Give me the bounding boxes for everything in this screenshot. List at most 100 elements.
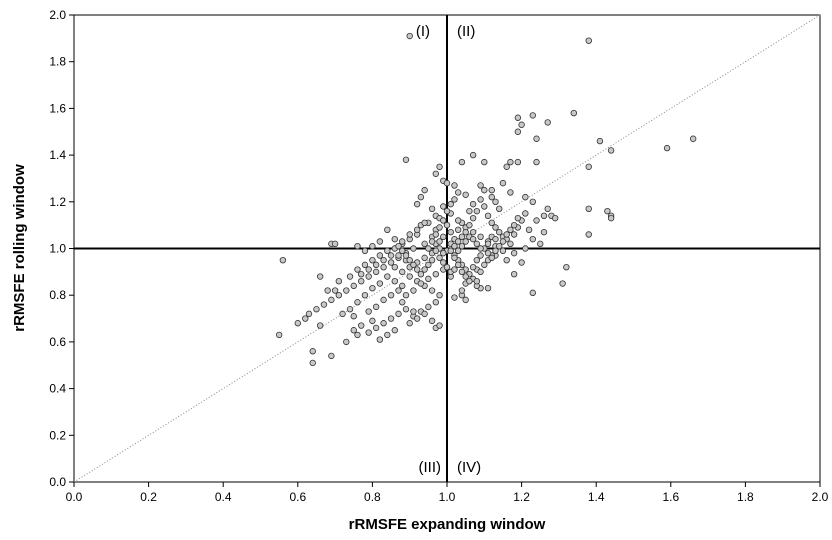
x-axis-ticks: 0.0 0.2 0.4 0.6 0.8 1.0 1.2 1.4 1.6 1.8 2.0: [66, 482, 829, 504]
data-point: [432, 170, 440, 177]
y-axis-ticks: 0.0 0.2 0.4 0.6 0.8 1.0 1.2 1.4 1.6 1.8 2.0: [49, 8, 74, 489]
y-tick-label: 1.6: [49, 101, 66, 115]
data-point: [358, 270, 365, 278]
data-point: [510, 221, 518, 229]
data-point: [514, 214, 522, 222]
data-point: [454, 217, 462, 224]
data-point: [399, 247, 406, 255]
data-point: [454, 226, 462, 234]
data-point: [369, 317, 376, 325]
data-point: [440, 249, 447, 257]
data-point: [384, 331, 391, 339]
data-point: [499, 238, 507, 245]
data-point: [331, 240, 339, 248]
data-point: [518, 259, 525, 266]
x-tick-label: 0.0: [66, 490, 83, 504]
data-point: [585, 205, 592, 213]
data-point: [365, 329, 372, 336]
data-point: [346, 306, 354, 313]
data-point: [346, 273, 354, 280]
data-point: [391, 263, 398, 271]
data-point: [462, 191, 469, 198]
data-point: [380, 256, 387, 264]
data-point: [436, 224, 443, 231]
data-point: [376, 252, 384, 259]
data-point: [473, 207, 481, 215]
data-point: [421, 219, 428, 227]
data-point: [428, 238, 436, 245]
y-tick-label: 1.4: [49, 148, 66, 162]
data-point: [309, 348, 316, 355]
data-point: [376, 238, 384, 245]
data-point: [451, 294, 458, 301]
data-point: [529, 289, 536, 297]
data-point: [604, 207, 611, 215]
data-point: [477, 182, 484, 189]
data-point: [510, 231, 518, 238]
data-point: [391, 327, 398, 334]
data-point: [533, 135, 540, 142]
data-point: [376, 336, 384, 343]
data-point: [294, 320, 301, 327]
data-point: [537, 240, 544, 248]
data-point: [451, 182, 458, 189]
data-point: [462, 296, 469, 304]
data-point: [440, 259, 447, 266]
data-point: [399, 238, 406, 245]
data-point: [484, 249, 492, 257]
data-point: [406, 231, 413, 238]
data-point: [492, 198, 499, 205]
quadrant-label-iii: (III): [419, 459, 442, 476]
data-point: [387, 315, 395, 322]
data-point: [544, 119, 551, 126]
y-tick-label: 0.6: [49, 335, 66, 349]
data-point: [425, 303, 432, 311]
x-tick-label: 1.2: [513, 490, 530, 504]
data-point: [391, 277, 398, 285]
data-point: [421, 186, 428, 194]
x-tick-label: 0.8: [364, 490, 381, 504]
y-tick-label: 1.8: [49, 55, 66, 69]
data-point: [469, 263, 477, 271]
data-point: [275, 331, 283, 339]
data-point: [507, 158, 514, 166]
data-point: [324, 287, 331, 294]
data-point: [492, 247, 499, 255]
data-point: [428, 205, 436, 213]
data-point: [522, 210, 529, 217]
data-point: [440, 217, 447, 224]
quadrant-label-iv: (IV): [457, 459, 481, 476]
data-point: [354, 299, 361, 306]
data-point: [421, 240, 428, 248]
data-point: [663, 144, 671, 152]
data-point: [507, 226, 514, 234]
data-point: [458, 158, 466, 166]
data-point: [316, 322, 324, 329]
data-point: [350, 327, 357, 334]
data-point: [369, 256, 376, 264]
data-point: [361, 292, 369, 299]
data-point: [451, 254, 458, 262]
data-point: [302, 315, 309, 322]
data-point: [503, 256, 510, 264]
data-point: [372, 268, 380, 276]
data-point: [331, 287, 339, 294]
data-point: [488, 254, 495, 262]
data-point: [462, 228, 469, 236]
data-point: [358, 322, 365, 329]
data-point: [496, 242, 503, 250]
data-point: [466, 277, 473, 285]
data-point: [413, 315, 421, 322]
data-point: [425, 245, 432, 252]
data-point: [354, 266, 361, 273]
data-point: [417, 193, 425, 201]
data-point: [585, 231, 592, 238]
data-point: [361, 261, 369, 269]
data-point: [421, 254, 428, 262]
y-tick-label: 0.4: [49, 382, 66, 396]
data-point: [522, 193, 529, 201]
data-point: [507, 240, 514, 248]
data-point: [529, 235, 536, 243]
data-point: [510, 249, 518, 257]
data-point: [443, 207, 451, 215]
